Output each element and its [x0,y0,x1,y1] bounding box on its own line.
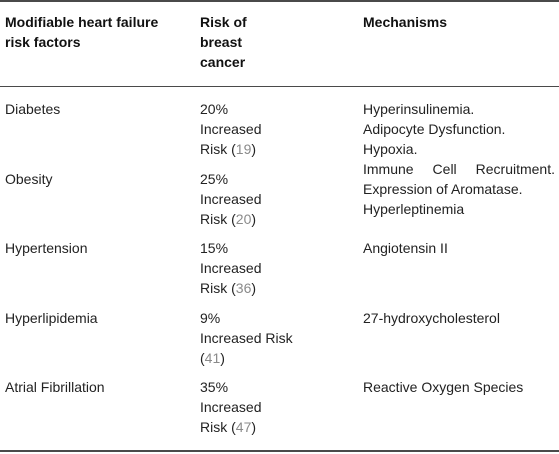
factor-hypertension: Hypertension [5,240,88,256]
risk-percent: 25% [200,171,229,187]
mechanism-item: Adipocyte Dysfunction. [363,121,506,137]
risk-text: Increased Risk [200,121,262,157]
risk-text: Increased Risk [200,191,262,227]
factor-hyperlipidemia: Hyperlipidemia [5,310,98,326]
header-breast-cancer-risk: Risk of breast cancer [200,14,247,70]
risk-percent: 9% [200,310,221,326]
risk-hypertension: 15% Increased Risk (36) [200,240,262,296]
risk-percent: 20% [200,101,229,117]
mechanism-hyperlipidemia: 27-hydroxycholesterol [363,310,500,326]
factor-atrial-fibrillation: Atrial Fibrillation [5,379,105,395]
factor-diabetes: Diabetes [5,101,61,117]
mechanism-hypertension: Angiotensin II [363,240,448,256]
reference-link[interactable]: 19 [235,141,252,157]
mechanism-item: Expression of Aromatase. [363,181,523,197]
mechanisms-diabetes-obesity: Hyperinsulinemia. Adipocyte Dysfunction.… [363,99,555,219]
mechanism-item: Hypoxia. [363,141,418,157]
mechanism-item: Hyperinsulinemia. [363,101,475,117]
reference-link[interactable]: 47 [235,419,252,435]
mechanism-item: Hyperleptinemia [363,201,465,217]
mechanism-atrial-fibrillation: Reactive Oxygen Species [363,379,524,395]
table-bottom-rule [0,450,559,452]
risk-obesity: 25% Increased Risk (20) [200,171,262,227]
risk-atrial-fibrillation: 35% Increased Risk (47) [200,379,262,435]
risk-diabetes: 20% Increased Risk (19) [200,101,262,157]
reference-link[interactable]: 41 [204,350,221,366]
reference-link[interactable]: 20 [235,211,252,227]
reference-link[interactable]: 36 [235,280,252,296]
risk-text: Increased Risk [200,399,262,435]
risk-hyperlipidemia: 9% Increased Risk (41) [200,310,293,366]
risk-percent: 15% [200,240,229,256]
risk-text: Increased Risk [200,260,262,296]
factor-obesity: Obesity [5,171,53,187]
header-risk-factors: Modifiable heart failure risk factors [5,14,159,50]
header-mechanisms: Mechanisms [363,14,448,30]
header-bottom-rule [0,86,559,87]
table-top-rule [0,0,559,2]
risk-text: Increased Risk [200,330,293,346]
risk-percent: 35% [200,379,229,395]
mechanism-item: Immune Cell Recruitment. [363,161,555,177]
